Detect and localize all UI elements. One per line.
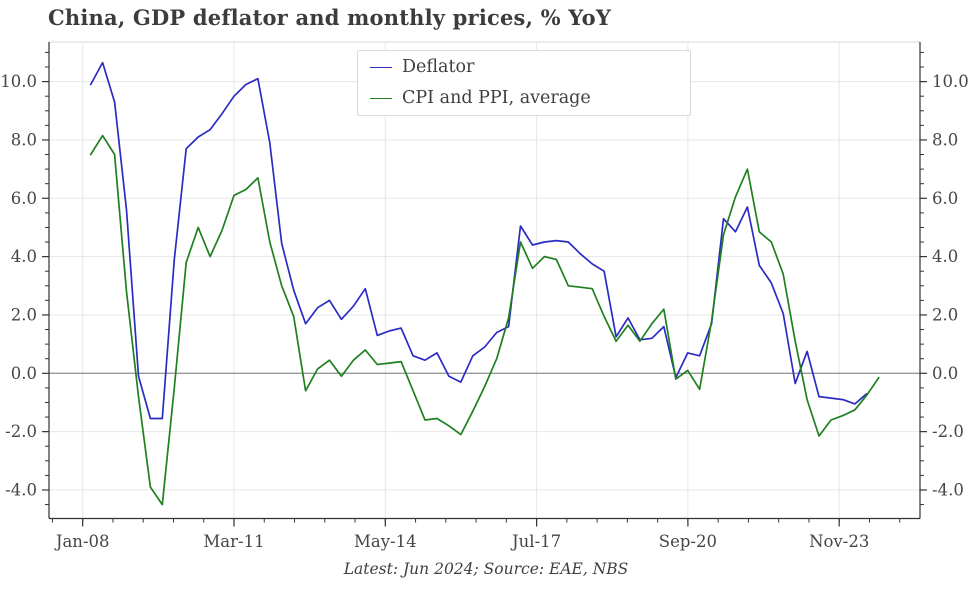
y-tick-label: 4.0 (932, 247, 958, 266)
y-tick-label: 8.0 (932, 130, 958, 149)
y-tick-label: -2.0 (932, 422, 964, 441)
chart-title: China, GDP deflator and monthly prices, … (48, 5, 612, 30)
cpi-ppi-line (89, 134, 880, 506)
x-tick-label: Nov-23 (809, 532, 869, 551)
y-tick-label: -4.0 (932, 480, 964, 499)
legend-item-cpi-ppi: CPI and PPI, average (370, 85, 690, 112)
y-tick-label: -2.0 (5, 422, 37, 441)
legend-item-deflator: Deflator (370, 54, 690, 81)
x-tick-label: Mar-11 (203, 532, 264, 551)
deflator-line-swatch (370, 67, 392, 68)
y-tick-label: 4.0 (11, 247, 37, 266)
legend-label-deflator: Deflator (402, 56, 475, 77)
y-tick-label: 10.0 (0, 72, 37, 91)
y-tick-label: -4.0 (5, 480, 37, 499)
cpi-ppi-line-swatch (370, 98, 392, 99)
y-tick-label: 10.0 (932, 72, 969, 91)
y-tick-label: 2.0 (932, 305, 958, 324)
y-tick-label: 2.0 (11, 305, 37, 324)
legend-label-cpi-ppi: CPI and PPI, average (402, 87, 591, 108)
y-tick-label: 8.0 (11, 130, 37, 149)
legend: Deflator CPI and PPI, average (357, 50, 691, 116)
x-tick-label: Jul-17 (510, 532, 561, 551)
x-tick-label: Jan-08 (54, 532, 110, 551)
x-tick-label: May-14 (354, 532, 417, 551)
y-tick-label: 6.0 (932, 189, 958, 208)
y-tick-label: 0.0 (932, 364, 958, 383)
x-tick-label: Sep-20 (659, 532, 717, 551)
source-note: Latest: Jun 2024; Source: EAE, NBS (343, 560, 629, 578)
y-tick-label: 6.0 (11, 189, 37, 208)
y-tick-label: 0.0 (11, 364, 37, 383)
deflator-line (89, 61, 868, 420)
